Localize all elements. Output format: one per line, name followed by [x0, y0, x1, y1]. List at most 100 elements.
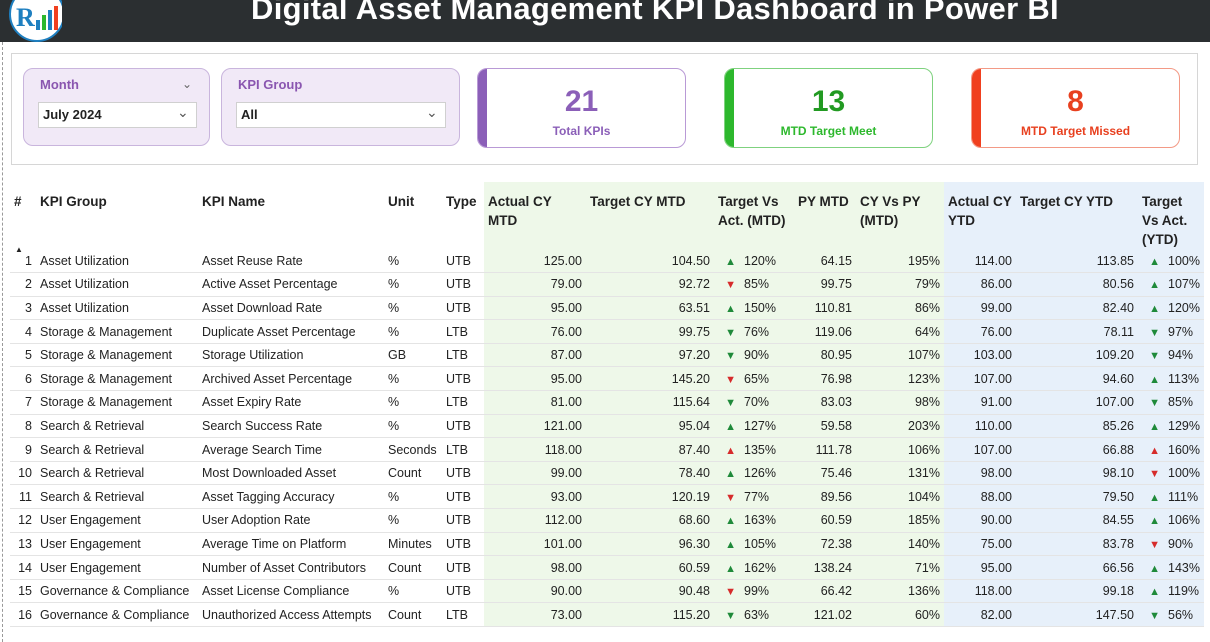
table-row[interactable]: 16 Governance & Compliance Unauthorized Ac… [10, 602, 1204, 627]
unit-cell: % [384, 272, 442, 297]
col-header-target-vs-act-mtd[interactable]: Target Vs Act. (MTD) [714, 182, 794, 249]
col-header-target-vs-act-ytd[interactable]: Target Vs Act. (YTD) [1138, 182, 1204, 249]
target-vs-act-ytd-cell: 100% [1164, 461, 1204, 486]
unit-cell: Count [384, 461, 442, 486]
table-row[interactable]: 14 User Engagement Number of Asset Contrib… [10, 555, 1204, 580]
actual-cy-mtd-cell: 101.00 [484, 532, 586, 557]
table-row[interactable]: 6 Storage & Management Archived Asset Perc… [10, 366, 1204, 392]
ytd-status-icon: ▲ [1149, 279, 1160, 292]
ytd-status-icon: ▼ [1149, 468, 1160, 481]
table-row[interactable]: 9 Search & Retrieval Average Search Time Se… [10, 437, 1204, 462]
total-kpis-caption: Total KPIs [552, 124, 611, 138]
mtd-status-icon: ▲ [725, 515, 736, 528]
col-header-index[interactable]: # [14, 194, 22, 209]
kpi-name-cell: Duplicate Asset Percentage [198, 319, 384, 344]
sort-ascending-icon[interactable]: ▲ [15, 245, 23, 254]
actual-cy-mtd-cell: 112.00 [484, 508, 586, 533]
col-header-target-cy-mtd[interactable]: Target CY MTD [586, 182, 714, 249]
row-index: 9 [10, 437, 36, 462]
col-header-actual-cy-ytd[interactable]: Actual CY YTD [944, 182, 1016, 249]
col-header-kpi-group[interactable]: KPI Group [40, 194, 107, 209]
target-vs-act-ytd-cell: 120% [1164, 296, 1204, 321]
table-row[interactable]: 11 Search & Retrieval Asset Tagging Accura… [10, 484, 1204, 510]
type-cell: UTB [442, 484, 484, 510]
type-cell: LTB [442, 437, 484, 462]
ytd-status-cell: ▼ [1138, 343, 1164, 368]
kpi-name-cell: Archived Asset Percentage [198, 366, 384, 392]
mtd-status-icon: ▼ [725, 350, 736, 363]
table-row[interactable]: 12 User Engagement User Adoption Rate% UTB 1… [10, 508, 1204, 533]
cy-vs-py-mtd-cell: 104% [856, 484, 944, 510]
table-row[interactable]: 7 Storage & Management Asset Expiry Rate% L… [10, 390, 1204, 415]
py-mtd-cell: 138.24 [794, 555, 856, 580]
ytd-status-cell: ▲ [1138, 272, 1164, 297]
target-cy-mtd-cell: 90.48 [586, 579, 714, 604]
actual-cy-ytd-cell: 103.00 [944, 343, 1016, 368]
unit-cell: % [384, 390, 442, 415]
target-vs-act-ytd-cell: 143% [1164, 555, 1204, 580]
dropdown-arrow-icon[interactable]: ⌄ [426, 104, 438, 120]
month-slicer[interactable]: Month ⌄ July 2024 ⌄ [23, 68, 210, 146]
mtd-status-cell: ▼ [714, 272, 740, 297]
actual-cy-mtd-cell: 76.00 [484, 319, 586, 344]
col-header-target-cy-ytd[interactable]: Target CY YTD [1016, 182, 1138, 249]
col-header-cy-vs-py-mtd[interactable]: CY Vs PY (MTD) [856, 182, 944, 249]
mtd-target-meet-caption: MTD Target Meet [780, 124, 877, 138]
cy-vs-py-mtd-cell: 195% [856, 249, 944, 274]
cy-vs-py-mtd-cell: 131% [856, 461, 944, 486]
kpi-group-dropdown[interactable]: All ⌄ [236, 102, 446, 128]
col-header-actual-cy-mtd[interactable]: Actual CY MTD [484, 182, 586, 249]
table-row[interactable]: 3 Asset Utilization Asset Download Rate% UT… [10, 296, 1204, 321]
mtd-status-icon: ▲ [725, 255, 736, 268]
card-accent-bar [972, 69, 981, 147]
dropdown-arrow-icon[interactable]: ⌄ [177, 104, 189, 120]
actual-cy-mtd-cell: 118.00 [484, 437, 586, 462]
ytd-status-icon: ▲ [1149, 444, 1160, 457]
target-vs-act-mtd-cell: 163% [740, 508, 794, 533]
col-header-type[interactable]: Type [446, 194, 477, 209]
row-index: 15 [10, 579, 36, 604]
py-mtd-cell: 110.81 [794, 296, 856, 321]
mtd-status-icon: ▲ [725, 444, 736, 457]
kpi-group-cell: Search & Retrieval [36, 437, 198, 462]
type-cell: UTB [442, 272, 484, 297]
kpi-group-slicer[interactable]: KPI Group All ⌄ [221, 68, 460, 146]
type-cell: LTB [442, 343, 484, 368]
cy-vs-py-mtd-cell: 123% [856, 366, 944, 392]
row-index: 14 [10, 555, 36, 580]
mtd-status-icon: ▲ [725, 302, 736, 315]
ytd-status-icon: ▲ [1149, 420, 1160, 433]
total-kpis-value: 21 [564, 85, 599, 118]
row-index: 3 [10, 296, 36, 321]
ytd-status-cell: ▲ [1138, 437, 1164, 462]
mtd-status-icon: ▼ [725, 326, 736, 339]
mtd-status-cell: ▲ [714, 414, 740, 439]
table-row[interactable]: 4 Storage & Management Duplicate Asset Per… [10, 319, 1204, 344]
target-cy-ytd-cell: 82.40 [1016, 296, 1138, 321]
table-row[interactable]: 8 Search & Retrieval Search Success Rate% U… [10, 414, 1204, 439]
chevron-down-icon[interactable]: ⌄ [182, 77, 193, 91]
cy-vs-py-mtd-cell: 64% [856, 319, 944, 344]
table-row[interactable]: 15 Governance & Compliance Asset License C… [10, 579, 1204, 604]
target-cy-mtd-cell: 60.59 [586, 555, 714, 580]
target-cy-ytd-cell: 113.85 [1016, 249, 1138, 274]
col-header-kpi-name[interactable]: KPI Name [202, 194, 266, 209]
col-header-py-mtd[interactable]: PY MTD [794, 182, 856, 249]
col-header-unit[interactable]: Unit [388, 194, 415, 209]
table-row[interactable]: 1 Asset Utilization Asset Reuse Rate% UTB 12… [10, 249, 1204, 274]
table-row[interactable]: 13 User Engagement Average Time on Platfor… [10, 532, 1204, 557]
table-row[interactable]: 2 Asset Utilization Active Asset Percentag… [10, 272, 1204, 297]
table-row[interactable]: 5 Storage & Management Storage Utilization… [10, 343, 1204, 368]
target-vs-act-ytd-cell: 160% [1164, 437, 1204, 462]
kpi-name-cell: Unauthorized Access Attempts [198, 602, 384, 627]
actual-cy-mtd-cell: 87.00 [484, 343, 586, 368]
ytd-status-icon: ▲ [1149, 562, 1160, 575]
table-row[interactable]: 10 Search & Retrieval Most Downloaded Asse… [10, 461, 1204, 486]
unit-cell: % [384, 249, 442, 274]
month-dropdown[interactable]: July 2024 ⌄ [38, 102, 197, 128]
type-cell: LTB [442, 319, 484, 344]
target-vs-act-mtd-cell: 90% [740, 343, 794, 368]
target-cy-ytd-cell: 94.60 [1016, 366, 1138, 392]
ytd-status-cell: ▲ [1138, 366, 1164, 392]
row-index: 2 [10, 272, 36, 297]
